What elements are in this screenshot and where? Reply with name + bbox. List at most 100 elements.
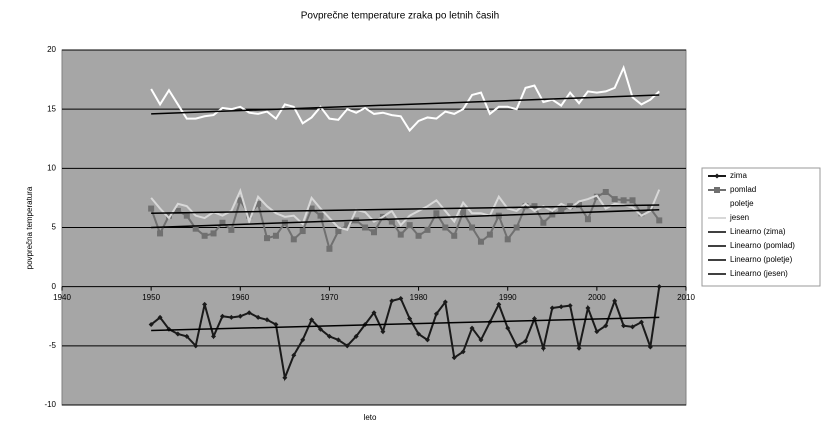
point bbox=[540, 219, 547, 226]
y-tick-label: -10 bbox=[44, 400, 56, 409]
point bbox=[603, 323, 609, 329]
point bbox=[558, 207, 565, 214]
point bbox=[460, 209, 467, 216]
legend-label: Linearno (zima) bbox=[730, 227, 786, 236]
x-tick-label: 2000 bbox=[588, 293, 606, 302]
point bbox=[272, 232, 279, 239]
legend-marker bbox=[714, 187, 720, 193]
y-tick-label: 5 bbox=[52, 223, 57, 232]
x-tick-label: 1940 bbox=[53, 293, 71, 302]
point bbox=[469, 325, 475, 331]
point bbox=[335, 337, 341, 343]
legend-label: pomlad bbox=[730, 185, 756, 194]
point bbox=[219, 219, 226, 226]
trend-line bbox=[151, 209, 660, 229]
point bbox=[165, 212, 172, 219]
y-tick-label: 15 bbox=[47, 104, 56, 113]
legend-label: jesen bbox=[729, 213, 749, 222]
y-tick-label: -5 bbox=[49, 341, 57, 350]
point bbox=[415, 232, 422, 239]
point bbox=[638, 210, 645, 217]
point bbox=[656, 284, 662, 290]
point bbox=[264, 235, 271, 242]
point bbox=[398, 296, 404, 301]
point bbox=[638, 319, 644, 325]
point bbox=[496, 301, 502, 307]
point bbox=[318, 326, 324, 332]
point bbox=[344, 222, 351, 229]
point bbox=[612, 298, 618, 304]
point bbox=[157, 230, 164, 237]
series-line bbox=[150, 187, 661, 232]
point bbox=[424, 337, 430, 343]
y-tick-label: 10 bbox=[47, 163, 56, 172]
y-tick-label: 20 bbox=[47, 45, 56, 54]
x-tick-label: 1970 bbox=[321, 293, 339, 302]
point bbox=[255, 200, 262, 207]
point bbox=[237, 197, 244, 204]
trend-line bbox=[151, 316, 660, 332]
point bbox=[629, 197, 636, 204]
point bbox=[433, 311, 439, 317]
point bbox=[326, 333, 332, 339]
point bbox=[246, 212, 253, 219]
point bbox=[602, 189, 609, 195]
point bbox=[389, 298, 395, 304]
x-tick-label: 2010 bbox=[677, 293, 695, 302]
point bbox=[424, 226, 431, 233]
chart-title: Povprečne temperature zraka po letnih ča… bbox=[301, 11, 499, 22]
point bbox=[478, 337, 484, 343]
y-tick-label: 0 bbox=[52, 282, 57, 291]
point bbox=[442, 224, 449, 231]
point bbox=[523, 338, 529, 344]
point bbox=[371, 310, 377, 316]
point bbox=[477, 238, 484, 245]
point bbox=[309, 317, 315, 323]
point bbox=[184, 333, 190, 339]
point bbox=[656, 217, 663, 224]
legend bbox=[701, 167, 821, 287]
point bbox=[183, 212, 190, 219]
point bbox=[584, 216, 591, 223]
point bbox=[576, 345, 582, 351]
point bbox=[219, 313, 225, 319]
legend-label: Linearno (jesen) bbox=[730, 269, 788, 278]
point bbox=[335, 228, 342, 235]
x-tick-label: 1990 bbox=[499, 293, 517, 302]
point bbox=[397, 231, 404, 238]
point bbox=[451, 232, 458, 239]
point bbox=[300, 337, 306, 343]
point bbox=[460, 349, 466, 355]
point bbox=[514, 343, 520, 349]
point bbox=[513, 224, 520, 231]
point bbox=[576, 202, 583, 209]
point bbox=[549, 211, 556, 218]
point bbox=[540, 345, 546, 351]
point bbox=[630, 324, 636, 330]
point bbox=[558, 304, 564, 310]
point bbox=[416, 331, 422, 337]
point bbox=[407, 316, 413, 322]
point bbox=[371, 229, 377, 236]
point bbox=[362, 224, 369, 231]
point bbox=[255, 314, 261, 320]
x-tick-label: 1980 bbox=[410, 293, 428, 302]
point bbox=[344, 343, 350, 349]
point bbox=[647, 344, 653, 350]
point bbox=[174, 207, 181, 214]
point bbox=[380, 329, 386, 335]
point bbox=[201, 232, 208, 239]
trend-line bbox=[151, 94, 660, 115]
point bbox=[228, 314, 234, 320]
point bbox=[157, 314, 163, 320]
point bbox=[148, 205, 155, 212]
point bbox=[567, 303, 573, 309]
legend-label: Linearno (pomlad) bbox=[730, 241, 795, 250]
point bbox=[469, 224, 476, 231]
point bbox=[451, 355, 457, 361]
point bbox=[210, 230, 217, 237]
point bbox=[594, 329, 600, 335]
point bbox=[148, 322, 154, 328]
point bbox=[504, 236, 511, 243]
